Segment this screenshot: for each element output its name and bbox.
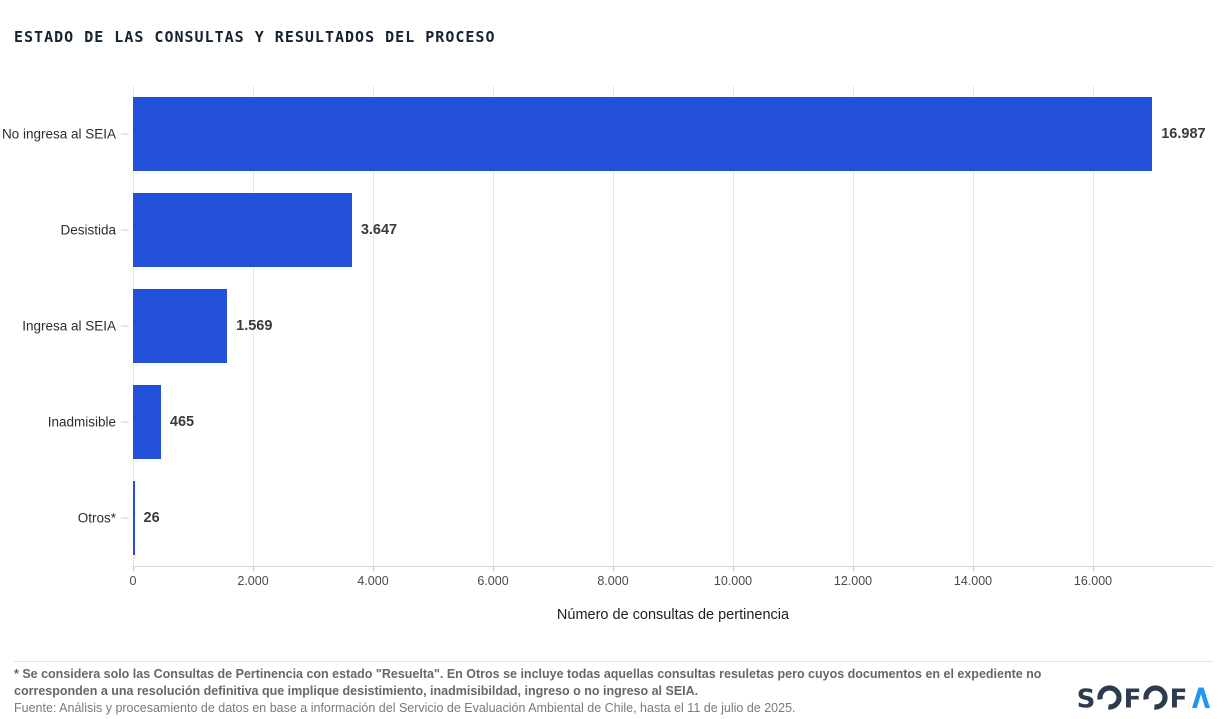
bar[interactable] <box>133 193 352 267</box>
logo-o-glyph <box>1097 685 1122 710</box>
footnote-line-2: corresponden a una resolución definitiva… <box>14 684 699 698</box>
logo-a-glyph <box>1192 687 1210 708</box>
gridline <box>613 86 614 566</box>
bar[interactable] <box>133 385 161 459</box>
page-title: ESTADO DE LAS CONSULTAS Y RESULTADOS DEL… <box>14 28 496 46</box>
category-tick-mark <box>121 421 129 423</box>
x-tick-mark <box>973 566 974 571</box>
bar-row: Ingresa al SEIA 1.569 <box>22 278 1213 374</box>
x-tick-label: 0 <box>129 574 137 588</box>
category-label: Desistida <box>60 222 116 238</box>
bar[interactable] <box>133 481 135 555</box>
bar[interactable] <box>133 289 228 363</box>
category-label: No ingresa al SEIA <box>1 126 116 142</box>
x-axis-title: Número de consultas de pertinencia <box>556 607 790 623</box>
bar[interactable] <box>133 97 1153 171</box>
logo-letter-s: S <box>1077 685 1096 715</box>
category-label: Otros* <box>77 510 116 526</box>
logo-letter-f: F <box>1170 685 1188 715</box>
gridline <box>853 86 854 566</box>
category-tick-mark <box>121 325 129 327</box>
source-attribution: Fuente: Análisis y procesamiento de dato… <box>14 701 796 715</box>
footnote-line-1: * Se considera solo las Consultas de Per… <box>14 667 1042 681</box>
x-tick-mark <box>493 566 494 571</box>
x-tick-label: 8.000 <box>597 574 629 588</box>
x-tick-label: 10.000 <box>713 574 753 588</box>
bar-row: Desistida 3.647 <box>60 182 1213 278</box>
x-tick-mark <box>253 566 254 571</box>
x-tick-label: 12.000 <box>833 574 873 588</box>
value-label: 3.647 <box>360 222 398 238</box>
x-tick-label: 14.000 <box>953 574 993 588</box>
x-tick-label: 2.000 <box>237 574 269 588</box>
value-label: 1.569 <box>236 318 273 334</box>
category-label: Inadmisible <box>47 414 116 430</box>
gridline <box>253 86 254 566</box>
x-tick-mark <box>853 566 854 571</box>
x-tick-mark <box>133 566 134 571</box>
x-tick-mark <box>613 566 614 571</box>
logo-letter-f: F <box>1124 685 1142 715</box>
x-tick-mark <box>733 566 734 571</box>
sofofa-logo: S F F <box>1076 682 1216 719</box>
x-tick-mark <box>373 566 374 571</box>
logo-o-glyph <box>1143 685 1168 710</box>
value-label: 465 <box>169 414 195 430</box>
value-label: 26 <box>143 510 160 526</box>
gridline <box>1093 86 1094 566</box>
gridline <box>973 86 974 566</box>
bar-row: Otros* 26 <box>78 470 1213 566</box>
gridline <box>733 86 734 566</box>
category-tick-mark <box>121 133 129 135</box>
x-tick-label: 4.000 <box>357 574 389 588</box>
plot-area: 0 2.000 4.000 6.000 8.000 10.000 12.000 14.000 1… <box>2 86 1213 588</box>
category-tick-mark <box>121 229 129 231</box>
category-label: Ingresa al SEIA <box>22 318 116 334</box>
footer-divider <box>14 661 1213 662</box>
value-label: 16.987 <box>1161 126 1206 142</box>
sofofa-logo-icon: S F F <box>1077 685 1210 715</box>
gridline <box>373 86 374 566</box>
x-tick-label: 16.000 <box>1073 574 1113 588</box>
x-tick-label: 6.000 <box>477 574 509 588</box>
bar-row: Inadmisible 465 <box>48 374 1213 470</box>
gridline <box>493 86 494 566</box>
x-tick-mark <box>1093 566 1094 571</box>
category-tick-mark <box>121 517 129 519</box>
bar-row: No ingresa al SEIA 16.987 <box>2 86 1213 182</box>
